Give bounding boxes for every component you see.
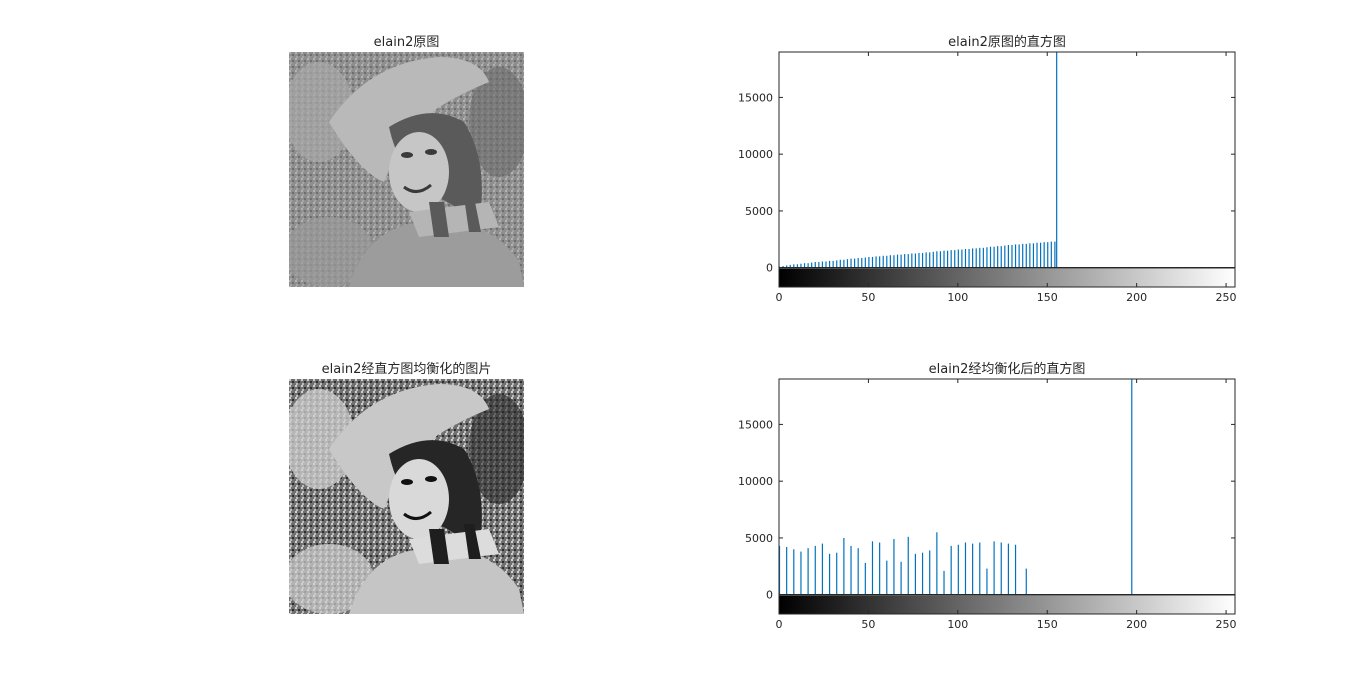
x-tick-label: 100 — [947, 618, 968, 631]
gray-colorbar — [779, 268, 1235, 287]
original-image — [289, 52, 524, 287]
y-tick-label: 5000 — [745, 532, 773, 545]
x-tick-label: 100 — [947, 291, 968, 304]
equalized-image — [289, 379, 524, 614]
equalized-image-title: elain2经直方图均衡化的图片 — [321, 362, 492, 377]
x-tick-label: 200 — [1126, 618, 1147, 631]
axes-box — [778, 378, 1236, 615]
y-tick-label: 15000 — [738, 91, 773, 104]
x-tick-label: 50 — [861, 618, 875, 631]
y-tick-label: 5000 — [745, 205, 773, 218]
y-tick-label: 0 — [766, 589, 773, 602]
x-tick-label: 150 — [1037, 618, 1058, 631]
x-tick-label: 250 — [1216, 618, 1237, 631]
original-histogram: 0 50 100 150 200 250 0 5000 10000 15000 — [738, 51, 1237, 304]
original-image-title: elain2原图 — [373, 35, 440, 50]
original-hist-title: elain2原图的直方图 — [948, 35, 1066, 50]
equalized-histogram: 0 50 100 150 200 250 0 5000 10000 15000 — [738, 378, 1237, 631]
x-tick-label: 250 — [1216, 291, 1237, 304]
x-tick-label: 150 — [1037, 291, 1058, 304]
x-tick-label: 50 — [861, 291, 875, 304]
y-tick-label: 0 — [766, 262, 773, 275]
axes-box — [778, 51, 1236, 288]
equalized-hist-title: elain2经均衡化后的直方图 — [928, 362, 1086, 377]
gray-colorbar — [779, 595, 1235, 614]
x-tick-label: 0 — [776, 291, 783, 304]
x-tick-label: 0 — [776, 618, 783, 631]
y-tick-label: 15000 — [738, 418, 773, 431]
y-tick-label: 10000 — [738, 475, 773, 488]
y-tick-label: 10000 — [738, 148, 773, 161]
x-tick-label: 200 — [1126, 291, 1147, 304]
